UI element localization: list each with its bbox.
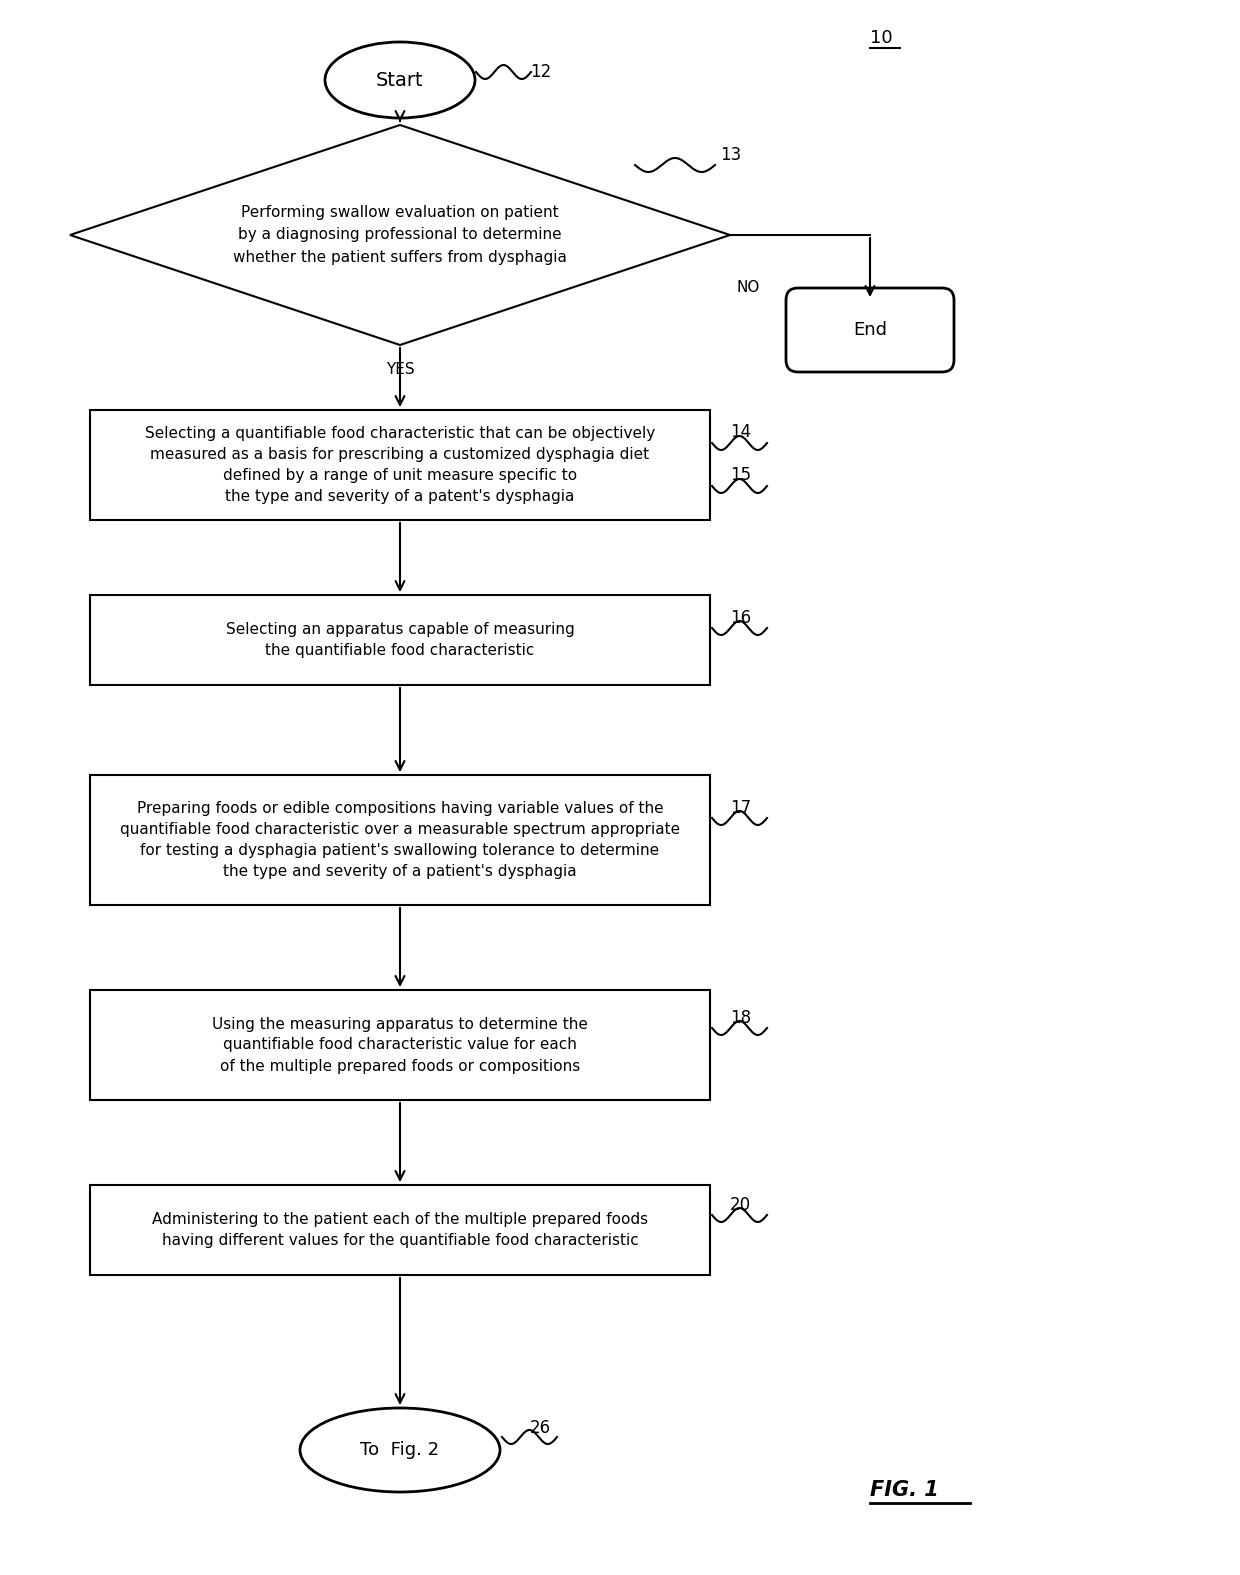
Bar [91, 775, 711, 906]
Text: Selecting an apparatus capable of measuring
the quantifiable food characteristic: Selecting an apparatus capable of measur… [226, 622, 574, 658]
Text: 14: 14 [730, 424, 751, 441]
Bar [91, 410, 711, 520]
Text: Start: Start [376, 71, 424, 90]
Text: 20: 20 [730, 1195, 751, 1214]
Text: 15: 15 [730, 466, 751, 484]
Text: 26: 26 [529, 1419, 551, 1436]
Text: To  Fig. 2: To Fig. 2 [361, 1441, 439, 1458]
Text: 10: 10 [870, 28, 893, 47]
Text: End: End [853, 321, 887, 339]
Text: 12: 12 [529, 63, 552, 80]
Bar [91, 991, 711, 1099]
Text: YES: YES [386, 362, 414, 376]
Text: NO: NO [737, 280, 760, 296]
Text: Preparing foods or edible compositions having variable values of the
quantifiabl: Preparing foods or edible compositions h… [120, 802, 680, 879]
Text: 13: 13 [720, 146, 742, 164]
Text: Administering to the patient each of the multiple prepared foods
having differen: Administering to the patient each of the… [153, 1213, 649, 1247]
Text: FIG. 1: FIG. 1 [870, 1480, 939, 1499]
Text: Selecting a quantifiable food characteristic that can be objectively
measured as: Selecting a quantifiable food characteri… [145, 425, 655, 504]
Text: 17: 17 [730, 799, 751, 817]
Text: 16: 16 [730, 610, 751, 627]
Bar [91, 1184, 711, 1276]
Text: 18: 18 [730, 1010, 751, 1027]
Text: Using the measuring apparatus to determine the
quantifiable food characteristic : Using the measuring apparatus to determi… [212, 1016, 588, 1074]
Bar [91, 595, 711, 685]
Text: Performing swallow evaluation on patient
by a diagnosing professional to determi: Performing swallow evaluation on patient… [233, 205, 567, 265]
